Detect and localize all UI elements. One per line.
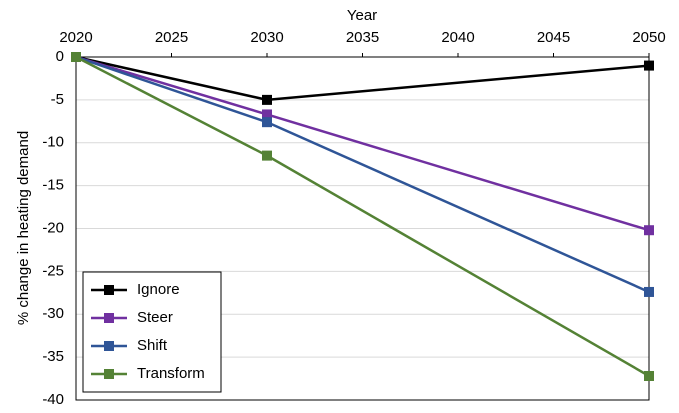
data-point [644,286,654,297]
y-axis-title: % change in heating demand [15,131,32,325]
legend-marker [104,369,114,379]
y-tick-label: -10 [42,134,64,151]
x-tick-label: 2025 [155,29,188,46]
legend-label: Steer [137,309,173,326]
legend-label: Ignore [137,281,180,298]
data-point [262,94,272,105]
data-point [644,225,654,236]
data-point [262,117,272,128]
x-tick-label: 2050 [632,29,665,46]
y-tick-label: -5 [51,91,64,108]
series-line [75,55,650,102]
y-tick-label: -40 [42,391,64,408]
x-tick-label: 2020 [59,29,92,46]
y-tick-label: -35 [42,348,64,365]
data-point [262,109,272,120]
x-axis-title: Year [347,7,377,24]
y-tick-label: -20 [42,219,64,236]
y-tick-label: -15 [42,177,64,194]
y-tick-label: -30 [42,305,64,322]
data-point [644,60,654,71]
legend-marker [104,313,114,323]
series-line [75,55,650,232]
x-tick-label: 2035 [346,29,379,46]
y-tick-label: 0 [56,48,64,65]
x-tick-label: 2030 [250,29,283,46]
y-tick-label: -25 [42,262,64,279]
legend-marker [104,341,114,351]
legend-marker [104,285,114,295]
data-point [262,150,272,161]
data-point [644,370,654,381]
legend-label: Transform [137,365,205,382]
legend-label: Shift [137,337,168,354]
x-tick-label: 2045 [537,29,570,46]
x-tick-label: 2040 [441,29,474,46]
data-point [71,52,81,62]
